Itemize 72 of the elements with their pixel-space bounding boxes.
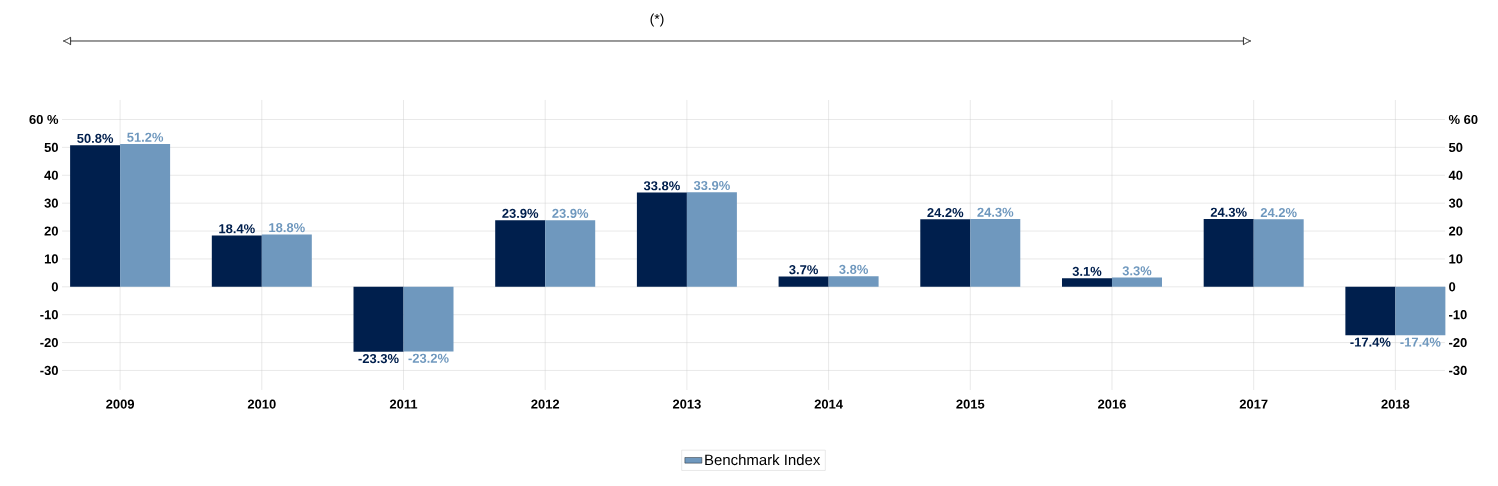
y-tick-label: 20 <box>44 226 58 236</box>
data-label: 50.8% <box>77 133 114 143</box>
bar <box>261 234 312 287</box>
data-label: 24.2% <box>1260 207 1297 218</box>
data-label: 24.3% <box>977 207 1014 217</box>
bar <box>1253 219 1304 287</box>
bar <box>495 220 546 287</box>
data-label: 3.8% <box>839 264 869 275</box>
bar <box>920 219 971 287</box>
bar <box>403 286 454 352</box>
y2-tick-label: % 60 <box>1448 114 1478 125</box>
data-label: -17.4% <box>1350 337 1391 347</box>
x-tick-label: 2016 <box>1098 399 1126 409</box>
bar <box>1061 278 1112 287</box>
y-tick-label: 10 <box>44 254 58 264</box>
y-tick-label: 0 <box>51 282 58 292</box>
data-label: 23.9% <box>502 208 539 218</box>
data-label: 18.4% <box>219 224 255 234</box>
x-tick-label: 2010 <box>247 399 276 409</box>
data-label: 3.7% <box>789 265 819 275</box>
y2-tick-label: -30 <box>1449 365 1467 376</box>
bar <box>353 286 404 352</box>
y2-tick-label: 40 <box>1448 170 1463 180</box>
data-label: 23.9% <box>552 208 589 218</box>
data-label: -23.3% <box>358 353 399 364</box>
bar <box>636 192 687 287</box>
y-tick-label: 30 <box>44 198 58 208</box>
bar <box>1395 286 1446 336</box>
y-tick-label: 50 <box>44 142 58 152</box>
y2-tick-label: -20 <box>1449 337 1467 348</box>
bar <box>70 145 121 287</box>
legend-label: Benchmark Index <box>705 454 821 466</box>
x-tick-label: 2018 <box>1381 399 1410 409</box>
x-tick-label: 2017 <box>1239 399 1268 409</box>
data-label: 51.2% <box>127 132 164 142</box>
y-tick-label: -20 <box>40 337 58 348</box>
y2-tick-label: -10 <box>1449 310 1467 320</box>
bar <box>120 144 171 287</box>
data-label: 3.1% <box>1072 266 1102 276</box>
bar <box>1203 219 1254 287</box>
y-tick-label: -10 <box>40 310 58 320</box>
data-label: -23.2% <box>408 353 449 363</box>
y2-tick-label: 0 <box>1449 282 1456 292</box>
bar <box>211 235 262 287</box>
y2-tick-label: 20 <box>1448 226 1463 236</box>
x-tick-label: 2012 <box>531 399 560 409</box>
x-tick-label: 2015 <box>956 399 985 409</box>
y-tick-label: 40 <box>44 170 58 180</box>
data-label: 3.3% <box>1122 266 1152 276</box>
y2-tick-label: 30 <box>1448 198 1463 208</box>
y2-tick-label: 50 <box>1448 142 1463 152</box>
data-label: 33.9% <box>693 180 730 191</box>
bar <box>828 276 879 287</box>
bar <box>1345 286 1396 336</box>
x-tick-label: 2013 <box>672 399 701 409</box>
y2-tick-label: 10 <box>1449 254 1463 264</box>
x-tick-label: 2011 <box>389 399 418 409</box>
data-label: 24.2% <box>927 207 964 218</box>
bar <box>545 220 596 287</box>
bar <box>778 276 829 287</box>
data-label: -17.4% <box>1400 337 1441 347</box>
text: (*) <box>650 13 664 27</box>
bar <box>970 219 1021 287</box>
x-tick-label: 2009 <box>106 399 135 409</box>
data-label: 18.8% <box>269 223 305 233</box>
y-tick-label: -30 <box>40 365 58 376</box>
bar <box>1111 277 1162 287</box>
bar <box>686 192 737 287</box>
y-tick-label: 60 % <box>29 114 59 125</box>
x-tick-label: 2014 <box>814 399 843 409</box>
data-label: 24.3% <box>1210 207 1247 217</box>
data-label: 33.8% <box>643 181 680 191</box>
